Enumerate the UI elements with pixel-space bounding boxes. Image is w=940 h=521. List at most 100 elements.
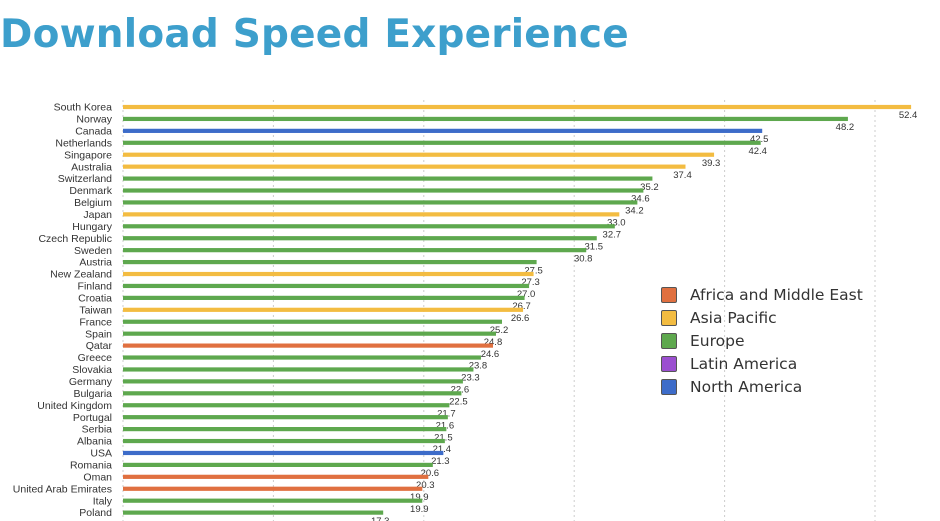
category-label: United Kingdom — [37, 400, 112, 412]
chart-title: Download Speed Experience — [0, 12, 629, 57]
legend: Africa and Middle East Asia Pacific Europe… — [661, 283, 863, 398]
legend-item: North America — [661, 375, 863, 398]
category-label: Austria — [79, 257, 112, 269]
value-label: 20.6 — [421, 468, 440, 479]
bar — [123, 331, 496, 336]
category-label: Japan — [83, 209, 112, 221]
bar — [123, 164, 686, 169]
value-label: 19.9 — [410, 492, 429, 503]
bar — [123, 462, 433, 467]
legend-swatch — [661, 309, 677, 326]
category-label: Netherlands — [55, 137, 112, 149]
value-label: 27.5 — [524, 265, 543, 276]
bar — [123, 224, 615, 229]
bar — [123, 176, 653, 181]
value-label: 39.3 — [702, 158, 721, 169]
category-label: New Zealand — [50, 269, 112, 281]
category-label: Poland — [79, 507, 112, 519]
bar — [123, 236, 597, 241]
value-label: 26.6 — [511, 313, 530, 324]
category-label: Slovakia — [72, 364, 112, 376]
category-label: Bulgaria — [73, 388, 112, 400]
category-label: USA — [90, 448, 112, 460]
value-label: 33.0 — [607, 218, 626, 229]
category-label: Oman — [83, 471, 112, 483]
bar — [123, 295, 525, 300]
category-label: South Korea — [54, 102, 113, 114]
value-label: 31.5 — [585, 241, 604, 252]
bar — [123, 403, 450, 408]
category-label: Albania — [77, 436, 112, 448]
value-label: 21.6 — [436, 420, 455, 431]
value-label: 19.9 — [410, 504, 429, 515]
category-label: Belgium — [74, 197, 112, 209]
legend-swatch — [661, 355, 677, 372]
bar — [123, 486, 423, 491]
bar — [123, 319, 503, 324]
bar — [123, 438, 445, 444]
bar — [123, 391, 462, 396]
category-label: Germany — [69, 376, 113, 388]
value-label: 23.3 — [461, 373, 480, 384]
value-label: 24.6 — [481, 349, 500, 360]
value-label: 26.7 — [512, 301, 531, 312]
category-label: Taiwan — [79, 304, 112, 316]
value-label: 42.4 — [748, 146, 767, 157]
category-label: Hungary — [72, 221, 112, 233]
bar — [123, 415, 448, 420]
bar — [123, 450, 444, 456]
category-label: Finland — [78, 281, 113, 293]
category-label: Sweden — [74, 245, 112, 257]
bar — [123, 283, 530, 289]
bar — [123, 498, 423, 503]
legend-item: Europe — [661, 329, 863, 352]
value-label: 25.2 — [490, 325, 509, 336]
bar — [123, 248, 587, 253]
bar — [123, 140, 761, 145]
value-label: 24.8 — [484, 337, 503, 348]
category-label: Spain — [85, 328, 112, 340]
bar — [123, 104, 912, 110]
bar — [123, 367, 474, 372]
bar — [123, 474, 429, 479]
bar — [123, 427, 447, 432]
value-label: 22.6 — [451, 385, 470, 396]
bar — [123, 188, 644, 193]
value-label: 23.8 — [469, 361, 488, 372]
category-label: Italy — [93, 495, 113, 507]
legend-label: North America — [690, 377, 803, 396]
category-label: Greece — [78, 352, 113, 364]
category-label: Portugal — [73, 412, 112, 424]
value-label: 21.4 — [433, 444, 452, 455]
legend-item: Africa and Middle East — [661, 283, 863, 306]
bar — [123, 128, 763, 133]
value-label: 30.8 — [574, 253, 593, 264]
category-label: Czech Republic — [38, 233, 112, 245]
legend-swatch — [661, 332, 677, 349]
bar — [123, 116, 848, 122]
value-label: 48.2 — [836, 122, 855, 133]
category-label: United Arab Emirates — [13, 483, 112, 495]
value-label: 42.5 — [750, 134, 769, 145]
value-label: 27.0 — [517, 289, 536, 300]
bar — [123, 510, 384, 515]
bar — [123, 212, 620, 217]
category-label: Serbia — [82, 424, 113, 436]
legend-label: Europe — [690, 331, 745, 350]
legend-swatch — [661, 378, 677, 395]
category-label: Norway — [76, 114, 112, 126]
category-label: Switzerland — [58, 173, 112, 185]
category-label: Romania — [70, 460, 112, 472]
bar — [123, 271, 534, 277]
category-label: Australia — [71, 161, 112, 173]
value-label: 27.3 — [521, 277, 540, 288]
category-label: Croatia — [78, 292, 112, 304]
value-label: 34.6 — [631, 194, 650, 205]
legend-item: Asia Pacific — [661, 306, 863, 329]
bar — [123, 200, 638, 205]
value-label: 21.3 — [431, 456, 450, 467]
bar — [123, 152, 715, 157]
bar — [123, 355, 481, 360]
category-label: Qatar — [86, 340, 113, 352]
value-label: 17.3 — [371, 516, 390, 521]
